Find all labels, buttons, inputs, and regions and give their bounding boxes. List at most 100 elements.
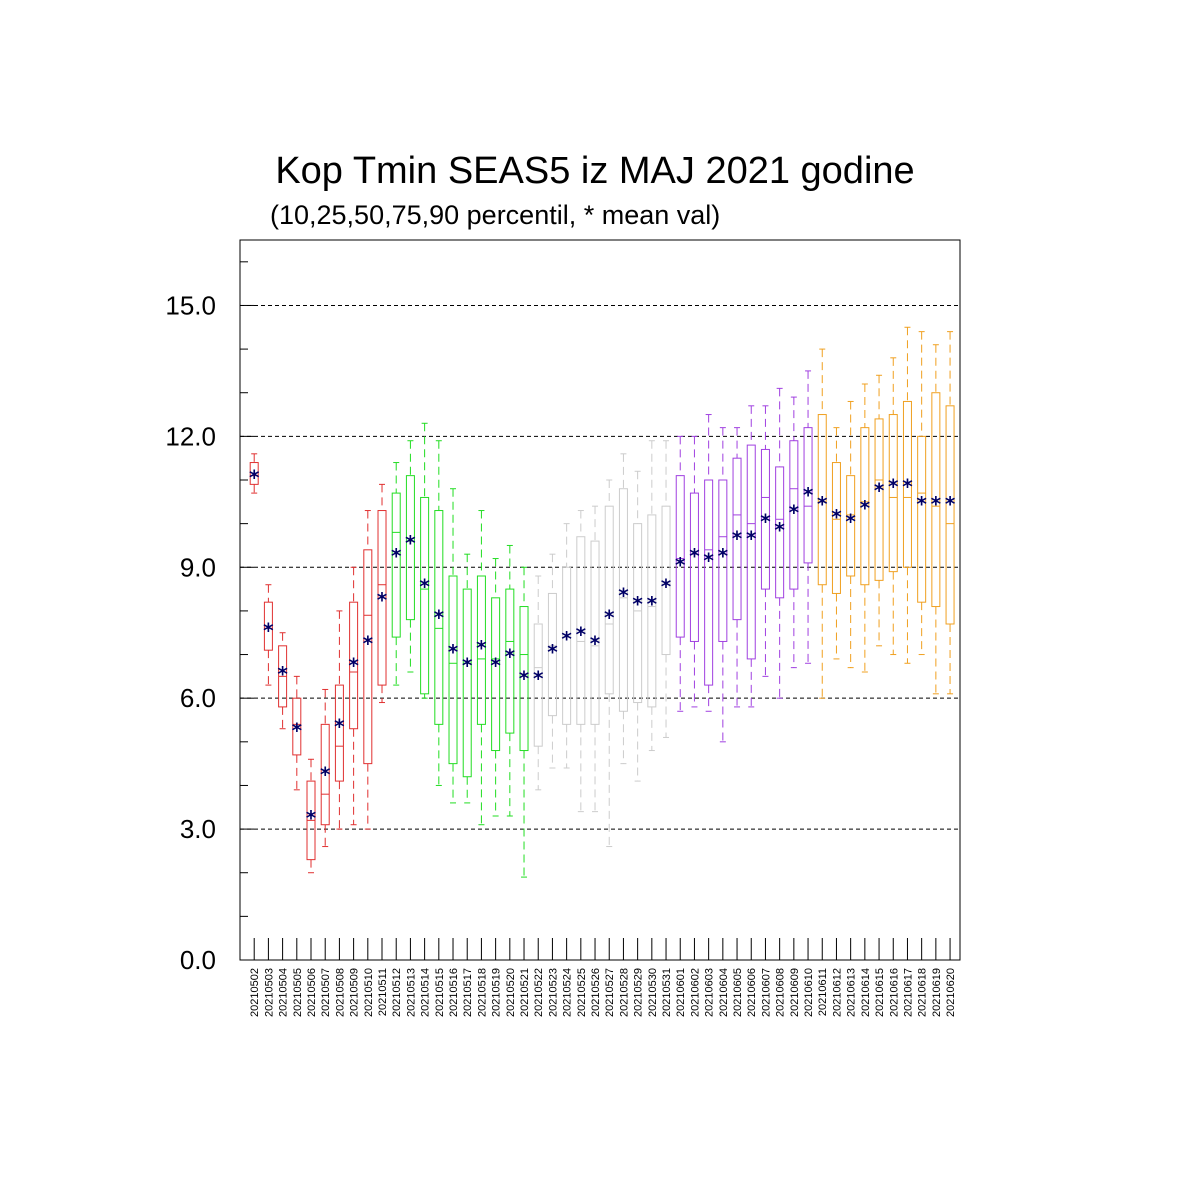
x-tick-label: 20210610: [803, 968, 815, 1017]
box-iqr: [363, 549, 373, 765]
x-tick-label: 20210615: [874, 968, 886, 1017]
x-tick-label: 20210604: [718, 968, 730, 1017]
y-tick-label: 9.0: [180, 552, 216, 582]
x-tick-label: 20210525: [576, 968, 588, 1017]
box-iqr: [803, 427, 813, 564]
x-tick-label: 20210620: [945, 968, 957, 1017]
box-iqr: [391, 492, 401, 638]
x-tick-label: 20210612: [831, 968, 843, 1017]
mean-marker: *: [249, 466, 260, 490]
box-iqr: [917, 435, 927, 603]
mean-marker: *: [576, 623, 587, 647]
x-tick-label: 20210616: [888, 968, 900, 1017]
x-tick-label: 20210601: [675, 968, 687, 1017]
x-tick-label: 20210527: [604, 968, 616, 1017]
box-iqr: [249, 462, 259, 485]
mean-marker: *: [320, 762, 331, 786]
box-iqr: [675, 475, 685, 638]
box-iqr: [633, 523, 643, 704]
box-iqr: [590, 540, 600, 725]
x-tick-label: 20210510: [363, 968, 375, 1017]
mean-marker: *: [363, 631, 374, 655]
y-tick-label: 0.0: [180, 945, 216, 975]
mean-marker: *: [462, 653, 473, 677]
mean-marker: *: [746, 527, 757, 551]
box-iqr: [334, 684, 344, 782]
mean-marker: *: [306, 806, 317, 830]
x-tick-label: 20210519: [491, 968, 503, 1017]
box-iqr: [831, 462, 841, 594]
chart-subtitle: (10,25,50,75,90 percentil, * mean val): [270, 200, 721, 230]
box-iqr: [945, 405, 955, 625]
mean-marker: *: [845, 509, 856, 533]
mean-marker: *: [689, 544, 700, 568]
box-iqr: [746, 444, 756, 660]
x-tick-label: 20210511: [377, 968, 389, 1016]
box-iqr: [902, 400, 912, 568]
mean-marker: *: [590, 631, 601, 655]
x-tick-label: 20210506: [306, 968, 318, 1017]
x-tick-label: 20210505: [292, 968, 304, 1017]
mean-marker: *: [732, 527, 743, 551]
x-tick-label: 20210528: [618, 968, 630, 1017]
mean-marker: *: [774, 518, 785, 542]
mean-marker: *: [945, 492, 956, 516]
mean-marker: *: [860, 496, 871, 520]
mean-marker: *: [561, 627, 572, 651]
x-tick-label: 20210524: [562, 968, 574, 1017]
mean-marker: *: [888, 474, 899, 498]
mean-marker: *: [604, 605, 615, 629]
x-tick-label: 20210518: [476, 968, 488, 1017]
x-tick-label: 20210611: [817, 968, 829, 1016]
box-iqr: [732, 457, 742, 621]
box-iqr: [562, 566, 572, 725]
mean-marker: *: [405, 531, 416, 555]
box-iqr: [789, 440, 799, 590]
mean-marker: *: [874, 479, 885, 503]
box-iqr: [263, 601, 273, 651]
x-tick-label: 20210531: [661, 968, 673, 1017]
box-iqr: [491, 597, 501, 752]
x-tick-label: 20210508: [334, 968, 346, 1017]
box-iqr: [476, 575, 486, 725]
mean-marker: *: [263, 618, 274, 642]
mean-marker: *: [377, 588, 388, 612]
x-tick-label: 20210515: [434, 968, 446, 1017]
mean-marker: *: [547, 640, 558, 664]
mean-marker: *: [505, 645, 516, 669]
x-tick-label: 20210516: [448, 968, 460, 1017]
x-tick-label: 20210523: [547, 968, 559, 1017]
y-tick-label: 15.0: [165, 290, 216, 320]
x-tick-label: 20210618: [917, 968, 929, 1017]
mean-marker: *: [703, 549, 714, 573]
x-tick-label: 20210504: [278, 968, 290, 1017]
x-tick-label: 20210529: [633, 968, 645, 1017]
box-iqr: [349, 601, 359, 730]
x-tick-label: 20210603: [704, 968, 716, 1017]
x-tick-label: 20210614: [860, 968, 872, 1017]
box-iqr: [519, 606, 529, 752]
box-iqr: [462, 588, 472, 778]
x-tick-label: 20210530: [647, 968, 659, 1017]
box-iqr: [505, 588, 515, 734]
box-iqr: [860, 427, 870, 586]
box-iqr: [434, 510, 444, 725]
mean-marker: *: [519, 666, 530, 690]
mean-marker: *: [760, 509, 771, 533]
x-tick-label: 20210521: [519, 968, 531, 1017]
box-iqr: [292, 697, 302, 756]
box-iqr: [760, 448, 770, 590]
box-iqr: [533, 623, 543, 747]
box-iqr: [718, 479, 728, 642]
mean-marker: *: [434, 605, 445, 629]
x-tick-label: 20210503: [263, 968, 275, 1017]
x-tick-label: 20210606: [746, 968, 758, 1017]
x-tick-label: 20210526: [590, 968, 602, 1017]
box-iqr: [689, 492, 699, 642]
box-iqr: [647, 514, 657, 708]
box-iqr: [377, 510, 387, 686]
x-tick-label: 20210619: [931, 968, 943, 1017]
mean-marker: *: [334, 714, 345, 738]
